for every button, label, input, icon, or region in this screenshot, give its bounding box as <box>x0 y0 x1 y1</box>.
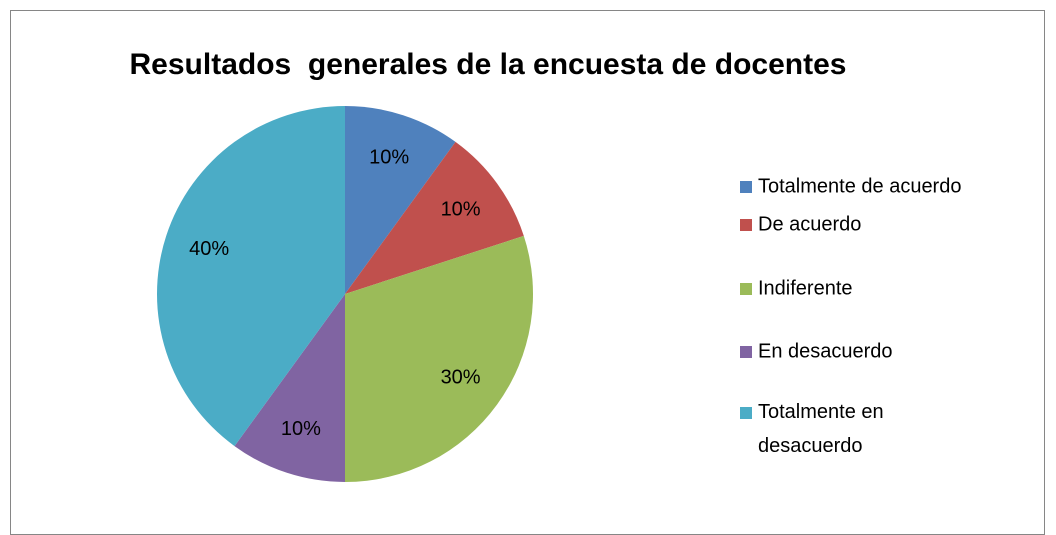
data-label: 10% <box>369 146 409 168</box>
legend-swatch <box>740 283 752 295</box>
pie-slice <box>234 294 345 482</box>
pie-slice <box>157 106 345 447</box>
legend-swatch <box>740 407 752 419</box>
legend-swatch <box>740 181 752 193</box>
pie-slice <box>345 106 456 294</box>
chart-title: Resultados generales de la encuesta de d… <box>130 48 847 81</box>
data-label: 40% <box>189 238 229 260</box>
legend-label: De acuerdo <box>758 213 861 235</box>
data-label: 30% <box>441 366 481 388</box>
pie-slice <box>345 235 533 482</box>
data-label: 10% <box>281 418 321 440</box>
legend-label: Indiferente <box>758 277 853 299</box>
legend-label: Totalmente de acuerdo <box>758 175 961 197</box>
pie-slice <box>345 141 524 294</box>
data-label: 10% <box>441 198 481 220</box>
legend-label: En desacuerdo <box>758 340 893 362</box>
legend-label: Totalmente en desacuerdo <box>758 401 884 457</box>
legend-swatch <box>740 219 752 231</box>
legend-swatch <box>740 346 752 358</box>
